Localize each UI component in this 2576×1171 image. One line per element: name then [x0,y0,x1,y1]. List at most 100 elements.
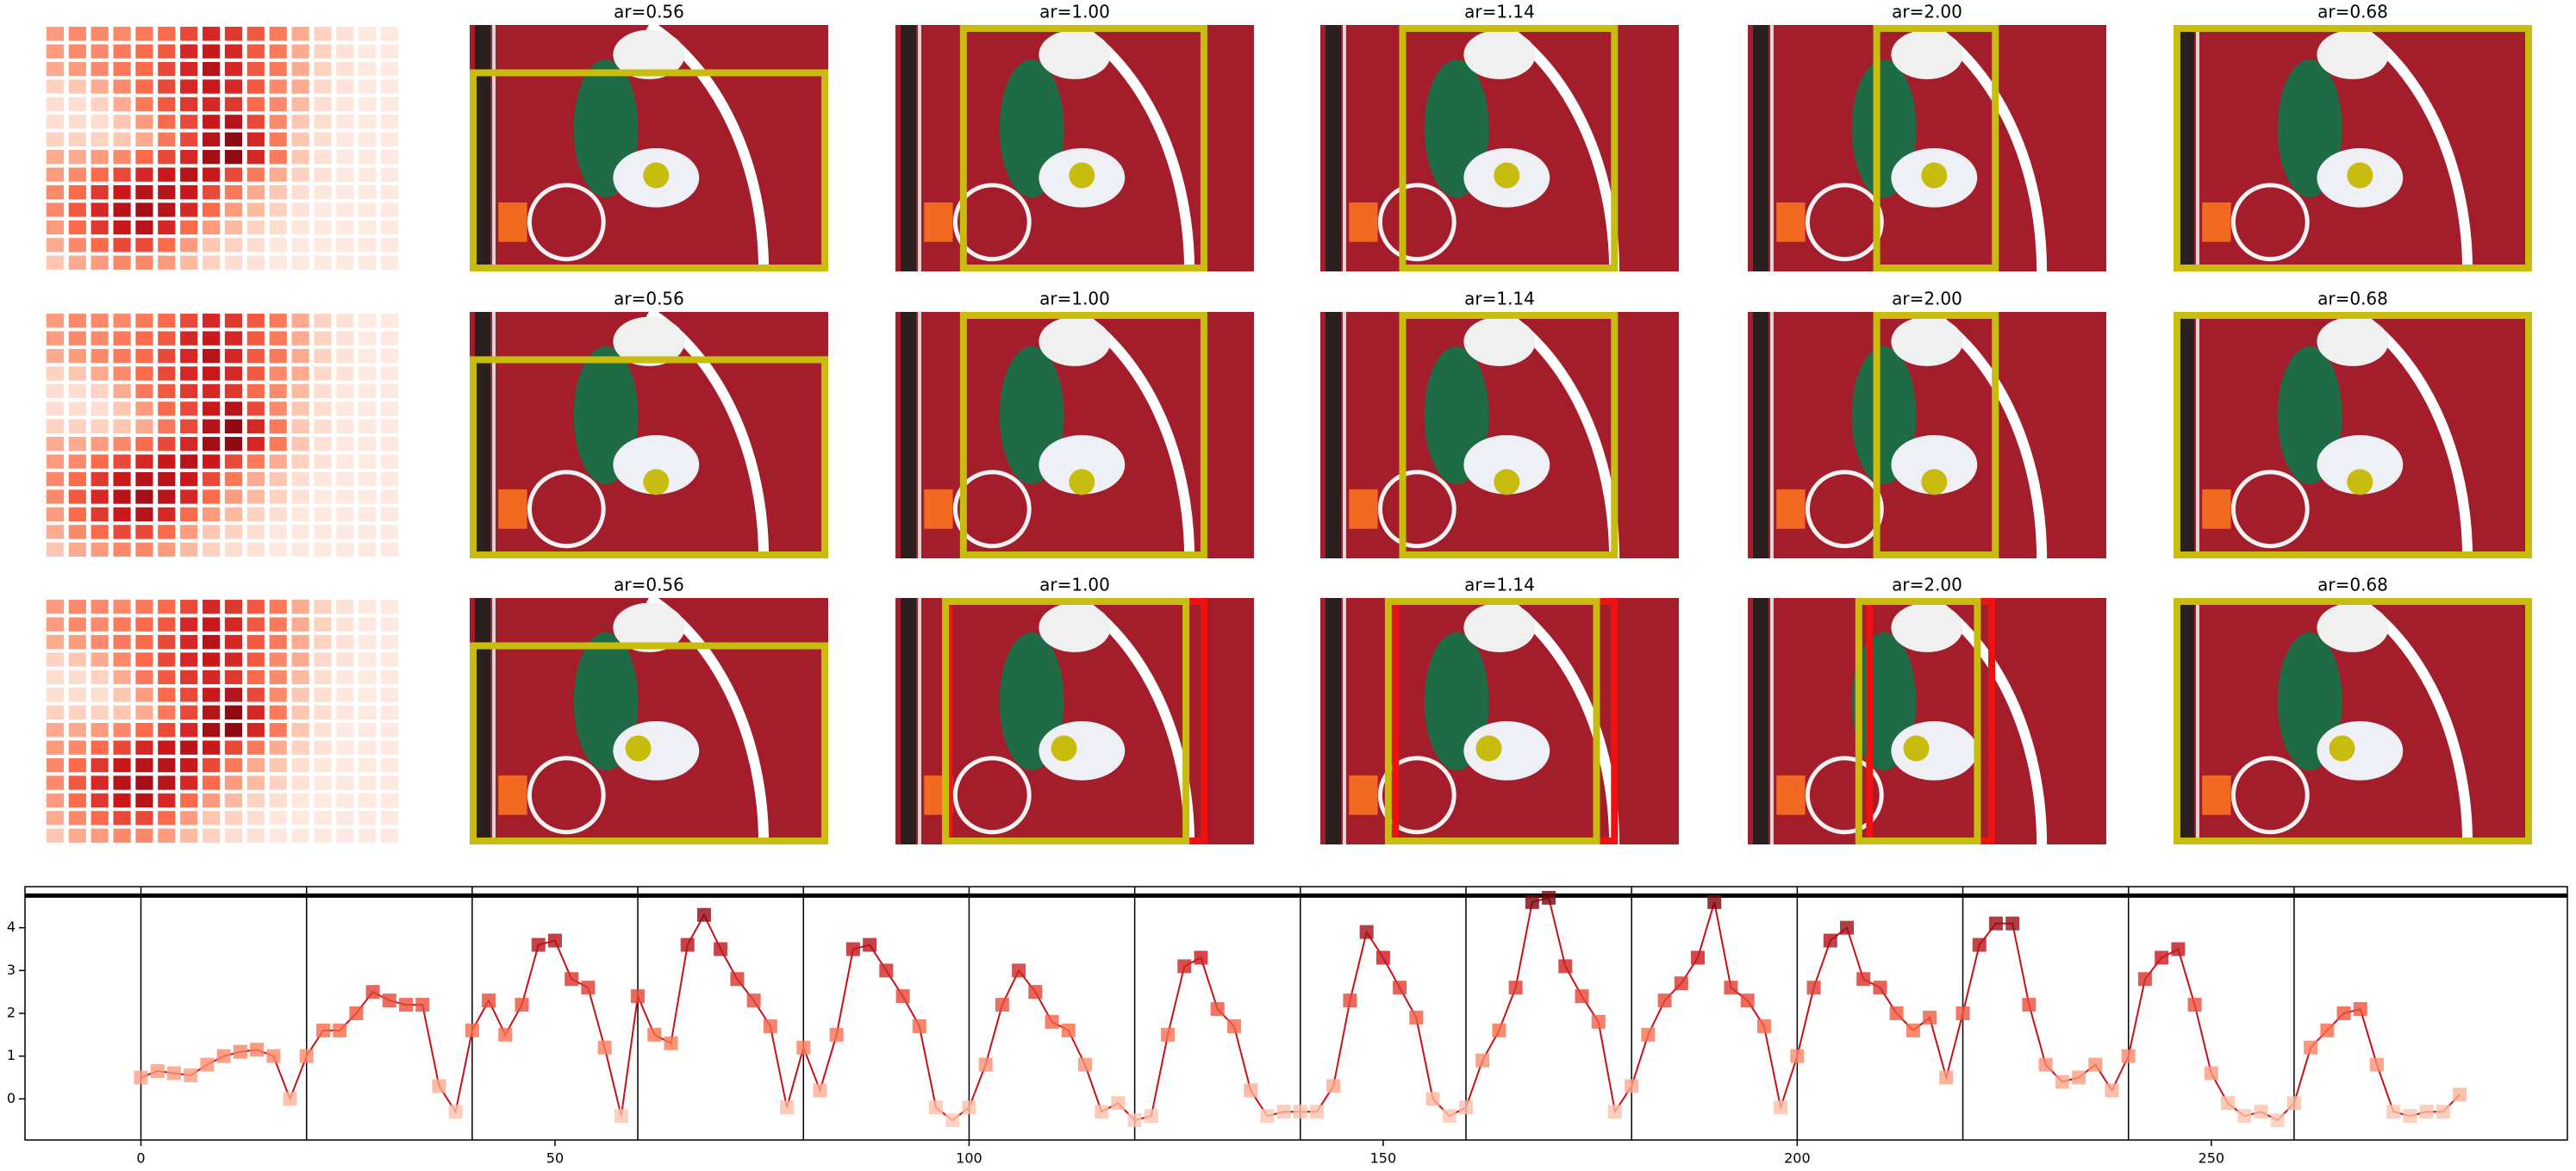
photo-stanchion-edge [1343,312,1346,558]
heatmap-cell [68,670,86,685]
heatmap-cell [291,489,309,504]
heatmap-cell [158,705,176,719]
heatmap-cell [113,670,131,685]
heatmap-cell [269,61,287,77]
heatmap-cell [90,775,109,790]
heatmap-cell [90,331,109,346]
heatmap-cell [359,314,377,328]
heatmap-cell [68,705,86,719]
heatmap-cell [135,314,153,328]
heatmap-cell [68,652,86,667]
heatmap-cell [359,255,377,270]
series-marker [1012,963,1026,978]
heatmap-cell [314,454,332,469]
heatmap-cell [180,634,198,650]
heatmap-cell [158,600,176,614]
series-marker [1657,993,1672,1008]
photo-stanchion-edge [1770,598,1774,844]
y-tick-label: 3 [7,962,16,978]
x-tick-label: 0 [136,1150,145,1167]
heatmap-cell [68,167,86,182]
heatmap-cell [90,366,109,381]
heatmap-cell [158,454,176,469]
heatmap-cell [135,167,153,182]
photo-hoop [952,756,1032,835]
heatmap-cell [314,600,332,614]
heatmap-cell [158,97,176,112]
heatmap-cell [291,828,309,843]
heatmap-cell [90,348,109,364]
heatmap-cell [202,705,221,719]
series-marker [1625,1079,1639,1093]
photo-shoes [613,29,685,79]
heatmap-cell [224,61,243,77]
heatmap-cell [336,366,354,381]
heatmap-cell [224,454,243,469]
heatmap-cell [246,314,265,328]
series-marker [2237,1109,2252,1124]
heatmap-cell [68,740,86,755]
photo-stanchion-edge [918,312,921,558]
heatmap-cell [113,115,131,129]
photo-shoes [2317,316,2389,366]
series-marker [2419,1105,2434,1119]
heatmap-cell [246,366,265,381]
heatmap-cell [380,471,399,487]
heatmap-cell [180,366,198,381]
heatmap-cell [202,331,221,346]
heatmap-cell [291,150,309,165]
photo-stanchion-edge [1770,25,1774,271]
heatmap-cell [158,670,176,685]
series-marker [233,1044,247,1059]
heatmap-cell [224,617,243,632]
heatmap-cell [359,471,377,487]
photo-shoes [1891,316,1963,366]
heatmap-cell [46,44,65,59]
series-marker [945,1113,960,1128]
x-tick-label: 150 [1370,1150,1397,1167]
heatmap-cell [202,740,221,755]
heatmap-cell [314,670,332,685]
heatmap-cell [135,150,153,165]
heatmap-cell [113,402,131,416]
heatmap-cell [380,634,399,650]
heatmap-cell [113,419,131,433]
heatmap-cell [336,757,354,773]
series-marker [1674,976,1688,991]
heatmap-cell [202,670,221,685]
series-marker [2088,1057,2103,1072]
heatmap-cell [246,202,265,217]
heatmap-cell [180,61,198,77]
heatmap-cell [158,202,176,217]
series-marker [2137,972,2152,987]
heatmap-cell [380,437,399,452]
heatmap-cell [68,115,86,129]
heatmap-cell [246,811,265,825]
photo [895,307,1254,559]
heatmap-cell [135,617,153,632]
heatmap-cell [314,542,332,557]
series-marker [1525,894,1539,909]
heatmap-cell [135,525,153,539]
heatmap-cell [202,44,221,59]
heatmap-cell [202,525,221,539]
heatmap-cell [269,634,287,650]
heatmap-cell [158,419,176,433]
heatmap-cell [224,202,243,217]
series-marker [895,989,910,1004]
heatmap-cell [135,740,153,755]
heatmap-cell [291,184,309,200]
heatmap-cell [359,634,377,650]
photo-hoop [527,756,606,835]
photo-hoop [1805,756,1884,835]
heatmap-cell [202,828,221,843]
series-marker [1045,1014,1059,1029]
heatmap-cell [291,600,309,614]
heatmap-cell [314,331,332,346]
heatmap-cell [224,44,243,59]
heatmap-cell [291,220,309,235]
heatmap-cell [269,314,287,328]
heatmap-cell [291,507,309,522]
heatmap-cell [336,437,354,452]
heatmap-cell [46,542,65,557]
